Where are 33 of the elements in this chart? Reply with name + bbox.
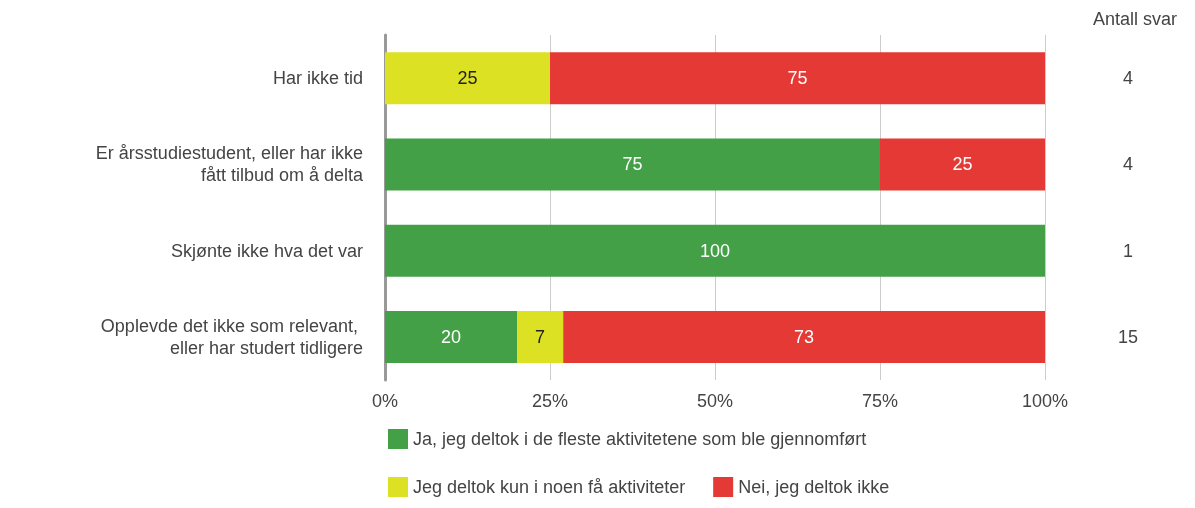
bar — [563, 310, 1045, 363]
legend-label: Ja, jeg deltok i de fleste aktivitetene som ble gjennomført — [413, 429, 867, 449]
y-tick-label: Har ikke tid — [272, 68, 363, 89]
bar — [517, 310, 564, 363]
data-label: 75 — [787, 68, 808, 89]
x-tick-label: 25% — [531, 391, 569, 411]
data-label: 75 — [622, 154, 643, 175]
bar — [880, 138, 1045, 191]
bar — [550, 52, 1045, 105]
text: 15 — [1117, 326, 1139, 347]
y-tick-label: Er årsstudiestudent, eller har ikke fått tilbud om å delta — [95, 143, 364, 186]
data-label: 25 — [457, 68, 478, 89]
data-label: 20 — [440, 326, 462, 347]
y-tick-label: Skjønte ikke hva det var — [170, 240, 363, 261]
y-tick-label: Opplevde det ikke som relevant, eller har studert tidligere — [100, 315, 363, 358]
data-label: 73 — [794, 326, 815, 347]
x-tick-label: 50% — [696, 391, 734, 411]
legend-label: Nei, jeg deltok ikke — [738, 477, 890, 497]
bar — [385, 138, 880, 191]
bar — [385, 52, 550, 105]
x-tick-label: 0% — [371, 391, 399, 411]
text: 4 — [1122, 154, 1134, 175]
legend-label: Jeg deltok kun i noen få aktiviteter — [413, 477, 686, 497]
text: 1 — [1122, 240, 1134, 261]
text: 4 — [1122, 68, 1134, 89]
x-tick-label: 75% — [861, 391, 899, 411]
text: Antall svar — [1092, 9, 1178, 29]
data-label: 100 — [699, 240, 731, 261]
data-label: 7 — [535, 326, 546, 347]
data-label: 25 — [952, 154, 973, 175]
x-tick-label: 100% — [1021, 391, 1069, 411]
bar — [385, 224, 1045, 277]
bar — [385, 310, 517, 363]
